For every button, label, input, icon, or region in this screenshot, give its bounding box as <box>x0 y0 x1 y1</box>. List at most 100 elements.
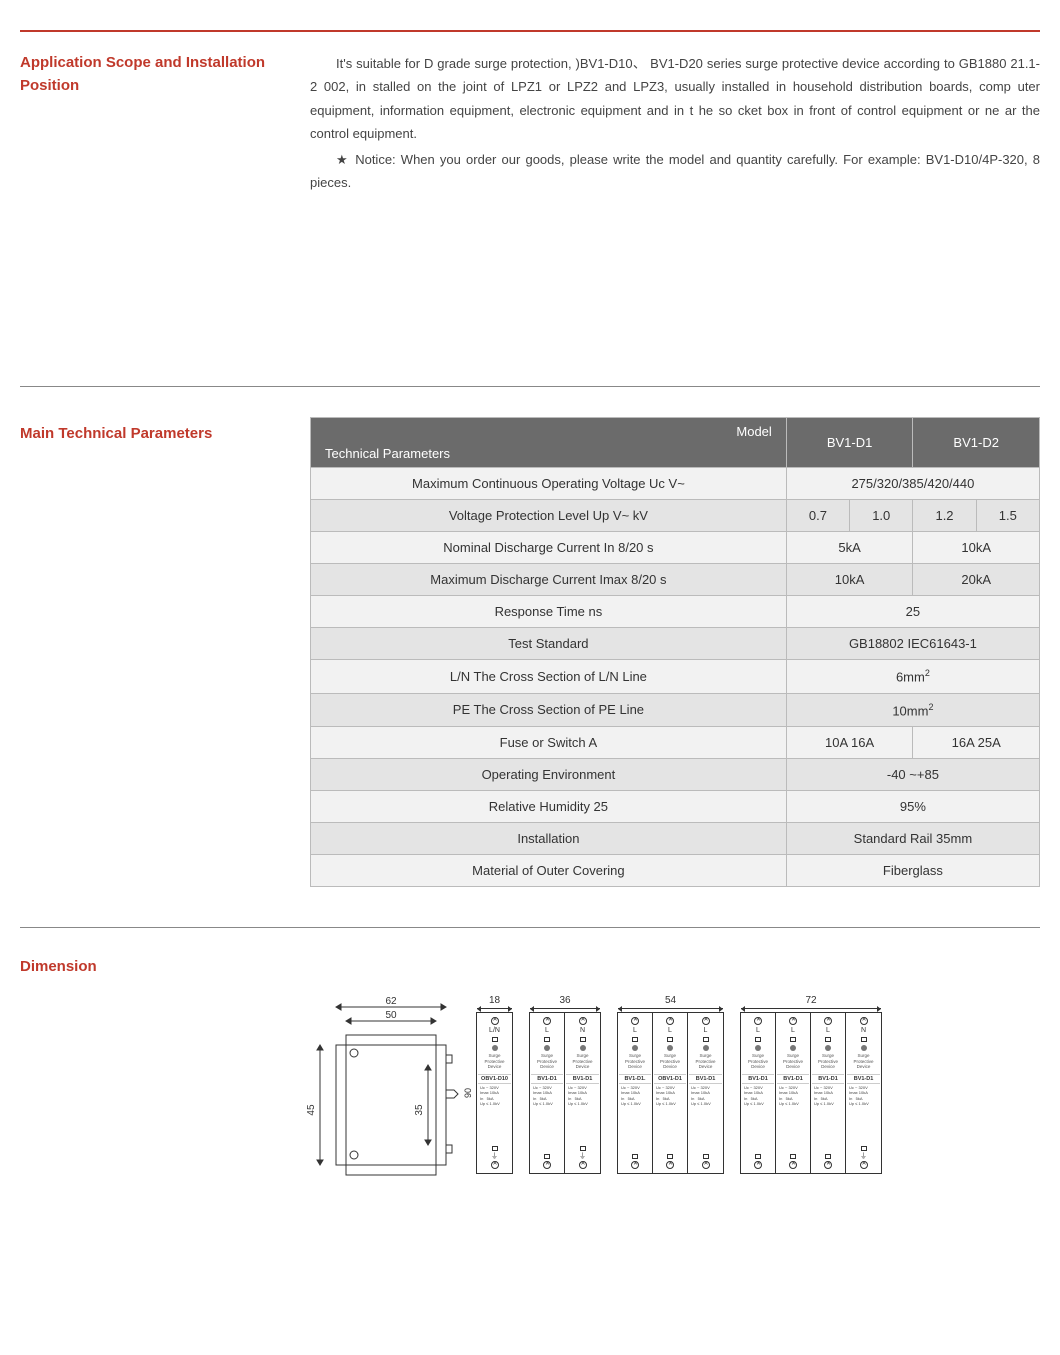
module-specs: Uc ~ 320VImax 10kAIn 5kAUp ≤ 1.0kV <box>654 1084 686 1107</box>
screw-icon <box>754 1017 762 1025</box>
module-cell: NSurge Protective DeviceBV1-D1Uc ~ 320VI… <box>565 1013 600 1173</box>
table-row: L/N The Cross Section of L/N Line6mm2 <box>311 660 1040 693</box>
tech-table: Model Technical Parameters BV1-D1 BV1-D2… <box>310 417 1040 887</box>
module-height-label: 90 <box>463 1088 473 1098</box>
intro-section: Application Scope and Installation Posit… <box>20 52 1040 196</box>
dimension-section: Dimension 62 50 <box>20 958 1040 1205</box>
module-cell: LSurge Protective DeviceBV1-D1Uc ~ 320VI… <box>530 1013 565 1173</box>
screw-icon <box>824 1017 832 1025</box>
dimension-title: Dimension <box>20 958 1040 975</box>
module-model: BV1-D1 <box>847 1074 880 1085</box>
module-bottom <box>631 1154 639 1169</box>
table-row: Operating Environment-40 ~+85 <box>311 759 1040 791</box>
terminal-box-icon <box>632 1154 638 1159</box>
divider-1 <box>20 386 1040 387</box>
terminal-box-icon <box>755 1154 761 1159</box>
row-value: 10mm2 <box>786 693 1039 726</box>
intro-body: It's suitable for D grade surge protecti… <box>310 52 1040 196</box>
module-bottom <box>579 1146 587 1169</box>
module-model: BV1-D1 <box>742 1074 774 1085</box>
row-label: Operating Environment <box>311 759 787 791</box>
module-drawing: 36 LSurge Protective DeviceBV1-D1Uc ~ 320… <box>529 995 601 1174</box>
module-width-label: 72 <box>805 995 816 1006</box>
module-cell: LSurge Protective DeviceBV1-D1Uc ~ 320VI… <box>811 1013 846 1173</box>
module-cell: LSurge Protective DeviceBV1-D1Uc ~ 320VI… <box>688 1013 723 1173</box>
header-diag-bottom: Technical Parameters <box>325 446 450 461</box>
row-value-d2: 10kA <box>913 532 1040 564</box>
row-value-d1: 5kA <box>786 532 913 564</box>
module-drawing: 1890L/NSurge Protective DeviceOBV1-D10Uc… <box>476 995 513 1174</box>
module-grid: 90L/NSurge Protective DeviceOBV1-D10Uc ~… <box>476 1012 513 1174</box>
table-row: Maximum Discharge Current Imax 8/20 s10k… <box>311 564 1040 596</box>
terminal-label: L <box>545 1027 549 1035</box>
row-value-d2: 20kA <box>913 564 1040 596</box>
terminal-label: N <box>861 1027 866 1035</box>
module-specs: Uc ~ 320VImax 10kAIn 5kAUp ≤ 1.0kV <box>689 1084 722 1107</box>
row-value: 275/320/385/420/440 <box>786 468 1039 500</box>
screw-icon <box>579 1161 587 1169</box>
ground-icon <box>860 1153 867 1161</box>
screw-icon <box>491 1017 499 1025</box>
screw-icon <box>579 1017 587 1025</box>
screw-icon <box>860 1161 868 1169</box>
terminal-label: L/N <box>489 1027 500 1035</box>
terminal-box-icon <box>755 1037 761 1042</box>
indicator-dot-icon <box>703 1045 709 1051</box>
row-value-cell: 1.0 <box>850 500 913 532</box>
row-value: -40 ~+85 <box>786 759 1039 791</box>
module-cell: LSurge Protective DeviceOBV1-D1Uc ~ 320V… <box>653 1013 688 1173</box>
module-bottom <box>543 1154 551 1169</box>
table-row: Maximum Continuous Operating Voltage Uc … <box>311 468 1040 500</box>
spd-label: Surge Protective Device <box>654 1053 686 1069</box>
row-label: Test Standard <box>311 628 787 660</box>
table-row: Nominal Discharge Current In 8/20 s5kA10… <box>311 532 1040 564</box>
indicator-dot-icon <box>825 1045 831 1051</box>
module-specs: Uc ~ 320VImax 10kAIn 5kAUp ≤ 1.0kV <box>531 1084 563 1107</box>
dim-62: 62 <box>385 996 397 1007</box>
modules-host: 1890L/NSurge Protective DeviceOBV1-D10Uc… <box>476 995 882 1174</box>
intro-para1: It's suitable for D grade surge protecti… <box>310 52 1040 146</box>
indicator-dot-icon <box>667 1045 673 1051</box>
module-model: BV1-D1 <box>689 1074 722 1085</box>
screw-icon <box>666 1017 674 1025</box>
dim-50: 50 <box>385 1010 397 1021</box>
terminal-box-icon <box>667 1154 673 1159</box>
module-specs: Uc ~ 320VImax 10kAIn 5kAUp ≤ 1.0kV <box>566 1084 599 1107</box>
module-width-label: 18 <box>489 995 500 1006</box>
screw-icon <box>702 1017 710 1025</box>
row-value: Standard Rail 35mm <box>786 823 1039 855</box>
indicator-dot-icon <box>544 1045 550 1051</box>
screw-icon <box>860 1017 868 1025</box>
table-row: InstallationStandard Rail 35mm <box>311 823 1040 855</box>
row-label: Maximum Continuous Operating Voltage Uc … <box>311 468 787 500</box>
side-view-drawing: 62 50 45 <box>300 995 460 1205</box>
row-label: Fuse or Switch A <box>311 727 787 759</box>
terminal-box-icon <box>544 1154 550 1159</box>
header-col-d2: BV1-D2 <box>913 418 1040 468</box>
indicator-dot-icon <box>632 1045 638 1051</box>
terminal-box-icon <box>703 1037 709 1042</box>
screw-icon <box>789 1161 797 1169</box>
intro-notice: Notice: When you order our goods, please… <box>310 148 1040 195</box>
terminal-label: L <box>704 1027 708 1035</box>
module-cell: LSurge Protective DeviceBV1-D1Uc ~ 320VI… <box>776 1013 811 1173</box>
intro-title: Application Scope and Installation Posit… <box>20 52 280 196</box>
module-bottom <box>702 1154 710 1169</box>
screw-icon <box>491 1161 499 1169</box>
terminal-box-icon <box>825 1154 831 1159</box>
module-model: BV1-D1 <box>531 1074 563 1085</box>
module-width-label: 36 <box>559 995 570 1006</box>
top-accent-rule <box>20 30 1040 32</box>
row-label: Installation <box>311 823 787 855</box>
row-value-d2: 16A 25A <box>913 727 1040 759</box>
table-row: Material of Outer CoveringFiberglass <box>311 855 1040 887</box>
spd-label: Surge Protective Device <box>619 1053 651 1069</box>
row-value-cell: 0.7 <box>786 500 849 532</box>
module-drawing: 72 LSurge Protective DeviceBV1-D1Uc ~ 320… <box>740 995 882 1174</box>
spd-label: Surge Protective Device <box>478 1053 511 1069</box>
terminal-label: L <box>791 1027 795 1035</box>
row-value-cell: 1.2 <box>913 500 976 532</box>
screw-icon <box>631 1017 639 1025</box>
module-grid: LSurge Protective DeviceBV1-D1.Uc ~ 320V… <box>617 1012 724 1174</box>
terminal-label: L <box>668 1027 672 1035</box>
